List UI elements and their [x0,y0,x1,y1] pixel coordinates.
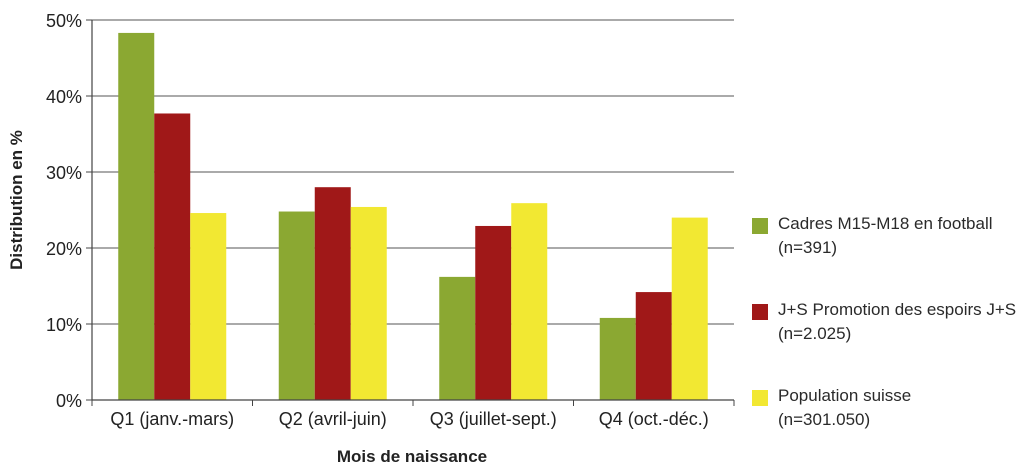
x-tick-label: Q2 (avril-juin) [279,409,387,429]
axes [86,19,735,406]
x-tick-label: Q3 (juillet-sept.) [430,409,557,429]
bar [314,187,351,400]
y-tick-label: 20% [46,239,82,259]
y-tick-labels: 0% 10% 20% 30% 40% 50% [46,11,82,411]
y-tick-label: 40% [46,87,82,107]
x-tick-label: Q4 (oct.-déc.) [599,409,709,429]
legend-label: J+S Promotion des espoirs J+S [778,300,1016,319]
bar [475,225,512,400]
y-tick-label: 50% [46,11,82,31]
bar [439,276,476,400]
legend-item-js-promotion: J+S Promotion des espoirs J+S (n=2.025) [752,298,1016,358]
legend-note: (n=2.025) [778,324,852,343]
bar [671,217,708,400]
legend-note: (n=301.050) [778,410,871,429]
legend-label: Cadres M15-M18 en football [778,214,993,233]
bar [278,211,315,400]
y-tick-label: 0% [56,391,82,411]
x-tick-label: Q1 (janv.-mars) [110,409,234,429]
bar [635,292,672,400]
bars [118,32,708,401]
bar [154,113,191,400]
bar [599,317,636,400]
bar [350,206,387,400]
bar [511,203,548,400]
legend-swatch [752,304,768,320]
legend: Cadres M15-M18 en football (n=391) J+S P… [752,212,1016,470]
legend-note: (n=391) [778,238,838,257]
bar [190,213,227,400]
y-tick-label: 10% [46,315,82,335]
legend-label: Population suisse [778,386,912,405]
x-axis-label: Mois de naissance [337,447,487,466]
legend-swatch [752,218,768,234]
legend-swatch [752,390,768,406]
legend-item-population: Population suisse (n=301.050) [752,384,1014,444]
bar [118,32,155,401]
y-tick-label: 30% [46,163,82,183]
legend-item-cadres: Cadres M15-M18 en football (n=391) [752,212,1014,272]
x-tick-labels: Q1 (janv.-mars) Q2 (avril-juin) Q3 (juille… [110,409,708,429]
y-axis-label: Distribution en % [7,130,26,270]
